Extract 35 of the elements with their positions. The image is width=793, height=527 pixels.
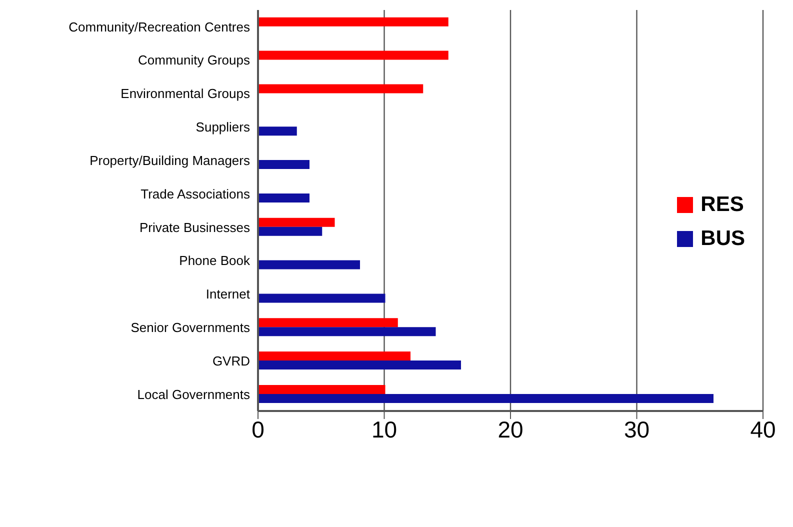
y-tick-label: Internet [206, 286, 250, 302]
legend-label: RES [700, 193, 744, 217]
bar [258, 327, 436, 336]
y-tick-label: Private Businesses [139, 220, 250, 235]
bar [258, 218, 335, 227]
bar [258, 226, 322, 236]
bar [258, 50, 448, 60]
bar [258, 160, 310, 170]
bar [258, 384, 386, 394]
x-tick-label: 20 [498, 416, 524, 442]
y-tick-label: Environmental Groups [120, 86, 250, 102]
y-tick-label: Community Groups [138, 52, 250, 68]
y-tick-label: Local Governments [137, 386, 250, 402]
legend-label: BUS [700, 227, 745, 251]
y-tick-label: Suppliers [196, 120, 250, 135]
bar [258, 294, 386, 303]
bar [258, 318, 398, 328]
y-tick-label: Trade Associations [140, 186, 250, 202]
x-tick-label: 0 [252, 416, 264, 442]
bar [258, 260, 360, 270]
y-tick-label: Property/Building Managers [90, 152, 250, 168]
bar [258, 126, 297, 136]
bar [258, 193, 310, 202]
y-tick-label: Community/Recreation Centres [68, 19, 250, 34]
bar [258, 394, 714, 403]
bar [258, 352, 410, 361]
bar [258, 360, 461, 370]
y-tick-label: Senior Governments [130, 320, 250, 336]
x-tick-label: 10 [371, 416, 398, 442]
y-tick-label: GVRD [212, 353, 250, 368]
x-tick-label: 40 [750, 416, 776, 442]
bar [258, 84, 424, 94]
y-tick-label: Phone Book [179, 253, 250, 268]
x-tick-label: 30 [624, 416, 650, 442]
bar [258, 17, 448, 26]
